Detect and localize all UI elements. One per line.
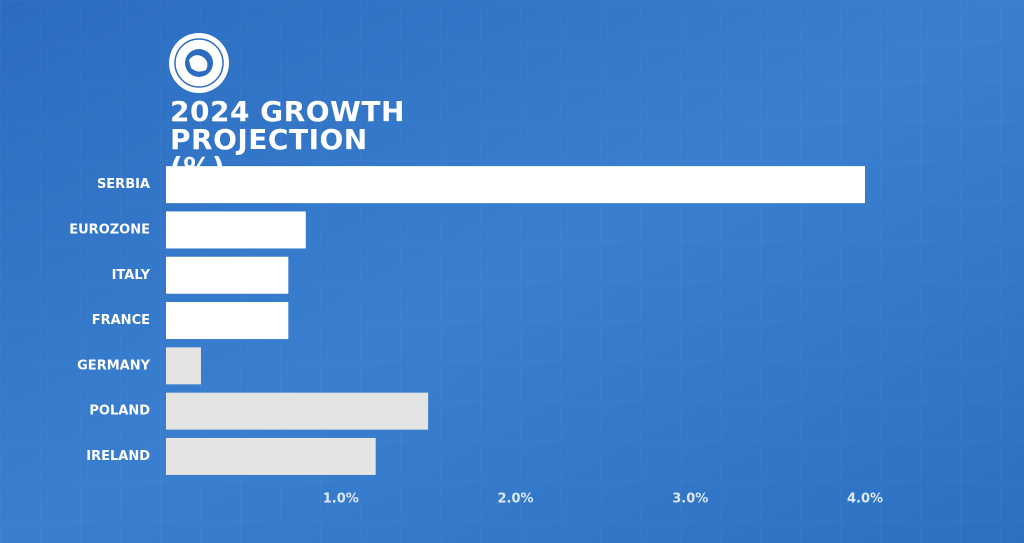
bar (166, 392, 429, 430)
x-tick-label: 4.0% (847, 492, 883, 507)
y-tick-label: POLAND (89, 404, 150, 419)
y-tick-label: GERMANY (77, 358, 150, 373)
y-tick-label: FRANCE (92, 313, 150, 328)
y-tick-label: SERBIA (97, 177, 150, 192)
y-tick-label: EUROZONE (69, 222, 150, 237)
logo (169, 33, 229, 93)
y-tick-label: IRELAND (86, 449, 150, 464)
bar (166, 347, 201, 385)
chart-title: 2024 GROWTH PROJECTION (%) (170, 95, 405, 184)
y-tick-label: ITALY (112, 268, 151, 283)
x-tick-label: 1.0% (323, 492, 359, 507)
bar (166, 211, 306, 249)
bar (166, 256, 289, 294)
bar (166, 302, 289, 340)
bar (166, 437, 376, 475)
x-tick-label: 3.0% (672, 492, 708, 507)
x-tick-label: 2.0% (497, 492, 533, 507)
bar (166, 166, 865, 204)
